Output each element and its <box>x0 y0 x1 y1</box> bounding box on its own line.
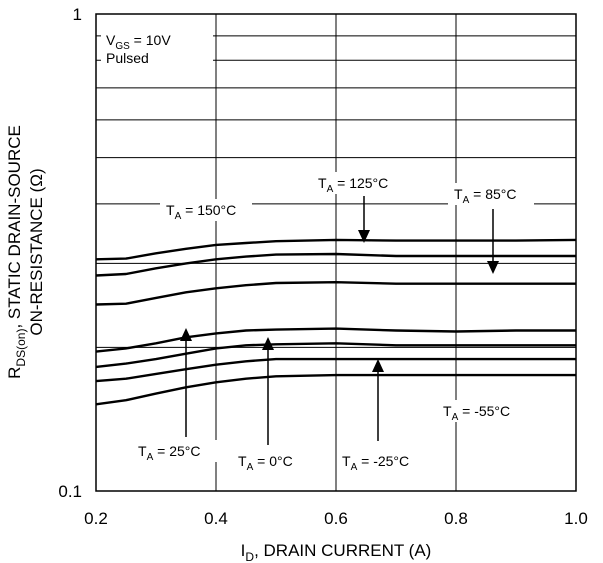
label-m55c: TA = -55°C <box>443 403 510 423</box>
curves <box>95 238 577 406</box>
label-150c: TA = 150°C <box>166 202 236 222</box>
label-m25c: TA = -25°C <box>342 453 409 473</box>
y-axis-label: RDS(on), STATIC DRAIN-SOURCE ON-RESISTAN… <box>5 125 46 379</box>
tick-labels: 0.2 0.4 0.6 0.8 1.0 0.1 1 <box>58 5 587 528</box>
series-line-0 <box>95 238 577 261</box>
x-tick-label: 0.2 <box>84 509 108 528</box>
svg-text:ON-RESISTANCE (Ω): ON-RESISTANCE (Ω) <box>27 168 46 335</box>
arrowhead-0c <box>262 337 274 350</box>
series-line-5 <box>95 357 576 383</box>
y-tick-label: 1 <box>73 5 82 24</box>
label-0c: TA = 0°C <box>238 453 293 473</box>
svg-text:RDS(on), STATIC DRAIN-SOURCE: RDS(on), STATIC DRAIN-SOURCE <box>5 125 28 379</box>
conditions-box <box>101 25 213 71</box>
arrowhead-m25c <box>372 359 384 372</box>
y-tick-label: 0.1 <box>58 482 82 501</box>
curve-labels: TA = 150°C TA = 125°C TA = 85°C TA = 25°… <box>133 172 534 473</box>
series-line-6 <box>95 373 576 406</box>
x-tick-label: 0.8 <box>444 509 468 528</box>
condition-vgs: VGS = 10V <box>106 32 171 52</box>
annotation-arrows <box>180 196 499 445</box>
label-85c: TA = 85°C <box>454 186 516 206</box>
series-line-3 <box>95 327 576 353</box>
label-125c: TA = 125°C <box>318 175 388 195</box>
series-line-1 <box>95 252 576 277</box>
plot-frame <box>95 13 577 492</box>
x-tick-label: 0.4 <box>204 509 228 528</box>
series-line-4 <box>95 342 576 369</box>
condition-pulsed: Pulsed <box>106 50 149 66</box>
arrowhead-25c <box>180 328 192 341</box>
series-line-2 <box>95 281 576 306</box>
arrowhead-85c <box>487 261 499 274</box>
arrowhead-125c <box>358 230 370 243</box>
label-25c: TA = 25°C <box>138 443 200 463</box>
x-tick-label: 0.6 <box>324 509 348 528</box>
x-axis-label: ID, DRAIN CURRENT (A) <box>241 541 432 563</box>
x-tick-label: 1.0 <box>564 509 588 528</box>
